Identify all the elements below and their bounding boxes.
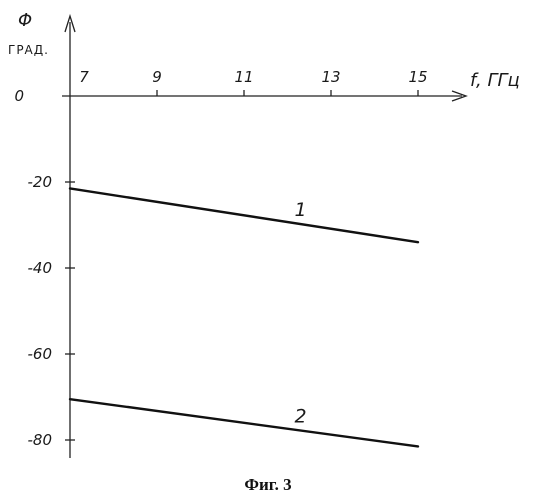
x-tick-label: 7 — [79, 68, 89, 86]
y-ticks: 0 -20 -40 -60 -80 — [14, 87, 75, 449]
x-tick-label: 15 — [408, 68, 427, 86]
x-tick-label: 13 — [321, 68, 340, 86]
x-axis-title: f, ГГц — [470, 70, 520, 91]
y-tick-label: -80 — [28, 431, 53, 449]
y-axis-title: Φ — [18, 10, 32, 31]
x-tick-label: 9 — [152, 68, 162, 86]
y-tick-label: -20 — [28, 173, 53, 191]
series-label-1: 1 — [295, 199, 307, 221]
y-tick-label: -60 — [28, 345, 53, 363]
series-line-1 — [70, 188, 418, 242]
series-layer: 12 — [70, 188, 418, 446]
series-label-2: 2 — [295, 405, 307, 427]
y-tick-label: 0 — [14, 87, 24, 105]
x-ticks: 7 9 11 13 15 — [79, 68, 427, 96]
figure-caption: Фиг. 3 — [244, 475, 291, 494]
series-line-2 — [70, 399, 418, 446]
y-axis-unit: ГРАД. — [8, 43, 49, 57]
y-tick-label: -40 — [28, 259, 53, 277]
x-tick-label: 11 — [234, 68, 253, 86]
